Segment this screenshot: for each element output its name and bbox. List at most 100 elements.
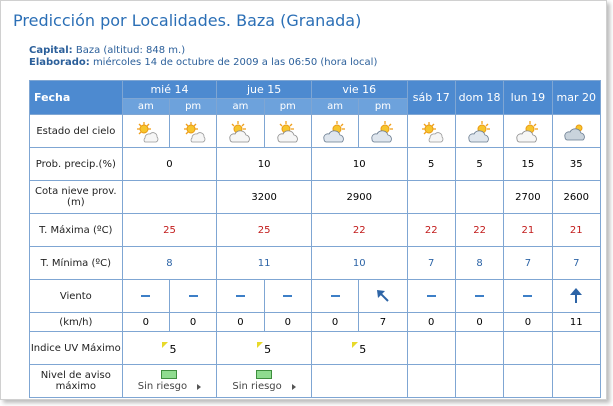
dash-icon [141, 294, 151, 297]
kmh-value: 0 [168, 312, 218, 332]
kmh-value: 0 [216, 312, 265, 332]
cloud-sun-icon [312, 119, 358, 143]
row-label-viento: Viento [29, 279, 123, 313]
row-label-kmh: (km/h) [29, 312, 123, 332]
uv-cell: 5 [216, 331, 312, 365]
cloud-sun-icon [265, 119, 311, 143]
capital-line: Capital: Baza (altitud: 848 m.) [29, 45, 185, 56]
tmin-value: 7 [503, 246, 553, 280]
wind-cell [503, 279, 553, 313]
kmh-value: 7 [358, 312, 408, 332]
kmh-value: 11 [551, 312, 602, 332]
aviso-cell[interactable]: Sin riesgo [121, 364, 218, 398]
tmin-value: 7 [551, 246, 602, 280]
dash-icon [283, 294, 293, 297]
sky-cell [168, 114, 218, 148]
cloud-sun-icon [504, 119, 551, 143]
row-label-cota: Cota nieve prov.(m) [29, 180, 123, 214]
pm-header: pm [168, 98, 218, 115]
arrow-north-icon [553, 288, 600, 304]
row-label-aviso: Nivel de aviso máximo [29, 364, 123, 398]
prob-value: 10 [310, 147, 408, 181]
forecast-page: Predicción por Localidades. Baza (Granad… [0, 0, 607, 400]
tmax-value: 22 [310, 213, 408, 247]
uv-value: 5 [359, 343, 367, 356]
sky-cell [406, 114, 456, 148]
row-label-tmax: T. Máxima (ºC) [29, 213, 123, 247]
uv-cell: 5 [310, 331, 408, 365]
row-label-tmin: T. Mínima (ºC) [29, 246, 123, 280]
tmin-value: 7 [406, 246, 456, 280]
prob-value: 10 [216, 147, 312, 181]
day-header: jue 15 [216, 80, 312, 99]
cloud-sun-icon [217, 119, 263, 143]
cota-value: 2600 [551, 180, 602, 214]
tmax-value: 21 [551, 213, 602, 247]
dash-icon [188, 294, 198, 297]
row-label-prob: Prob. precip.(%) [29, 147, 123, 181]
cota-value: 3200 [216, 180, 312, 214]
am-header: am [216, 98, 265, 115]
pm-header: pm [358, 98, 408, 115]
wind-cell [358, 279, 408, 313]
dash-icon [426, 294, 436, 297]
cloud-sun-icon [456, 119, 503, 143]
tmin-value: 10 [310, 246, 408, 280]
uv-cell [551, 331, 602, 365]
sky-cell [216, 114, 265, 148]
sun-cloud-icon [170, 119, 216, 143]
wind-cell [406, 279, 456, 313]
aviso-cell [310, 364, 408, 398]
am-header: am [121, 98, 170, 115]
tmax-value: 25 [121, 213, 218, 247]
aviso-cell[interactable]: Sin riesgo [216, 364, 312, 398]
sun-cloud-icon [123, 119, 169, 143]
sky-cell [310, 114, 360, 148]
cloud-sun-icon [359, 119, 406, 143]
day-header: lun 19 [503, 80, 553, 115]
wind-cell [216, 279, 265, 313]
cota-value: 2700 [503, 180, 553, 214]
uv-flag-icon [352, 342, 359, 348]
day-header: mié 14 [121, 80, 218, 99]
dash-icon [475, 294, 485, 297]
tmax-value: 22 [454, 213, 505, 247]
row-label-estado: Estado del cielo [29, 114, 123, 148]
sky-cell [454, 114, 505, 148]
kmh-value: 0 [310, 312, 360, 332]
elaborado-value: miércoles 14 de octubre de 2009 a las 06… [92, 57, 378, 68]
uv-cell [503, 331, 553, 365]
wind-cell [310, 279, 360, 313]
kmh-value: 0 [406, 312, 456, 332]
play-icon[interactable] [197, 383, 202, 390]
tmin-value: 8 [454, 246, 505, 280]
uv-value: 5 [169, 343, 177, 356]
wind-cell [551, 279, 602, 313]
aviso-green-icon [161, 370, 178, 379]
sun-cloud-icon [408, 119, 455, 143]
tmax-value: 21 [503, 213, 553, 247]
tmin-value: 8 [121, 246, 218, 280]
aviso-cell [454, 364, 505, 398]
row-label-uv: Indice UV Máximo [29, 331, 123, 365]
day-header: dom 18 [454, 80, 505, 115]
sky-cell [121, 114, 170, 148]
elaborado-line: Elaborado: miércoles 14 de octubre de 20… [29, 57, 377, 68]
cota-value [121, 180, 218, 214]
wind-cell [168, 279, 218, 313]
am-header: am [310, 98, 360, 115]
elaborado-label: Elaborado: [29, 57, 90, 68]
prob-value: 35 [551, 147, 602, 181]
capital-value: Baza (altitud: 848 m.) [75, 45, 186, 56]
uv-value: 5 [264, 343, 272, 356]
day-header: vie 16 [310, 80, 408, 99]
prob-value: 5 [454, 147, 505, 181]
wind-cell [454, 279, 505, 313]
play-icon[interactable] [291, 383, 296, 390]
kmh-value: 0 [454, 312, 505, 332]
kmh-value: 0 [263, 312, 312, 332]
aviso-cell [503, 364, 553, 398]
aviso-label: Sin riesgo [137, 381, 188, 392]
capital-label: Capital: [29, 45, 73, 56]
cloud-icon [553, 119, 600, 143]
